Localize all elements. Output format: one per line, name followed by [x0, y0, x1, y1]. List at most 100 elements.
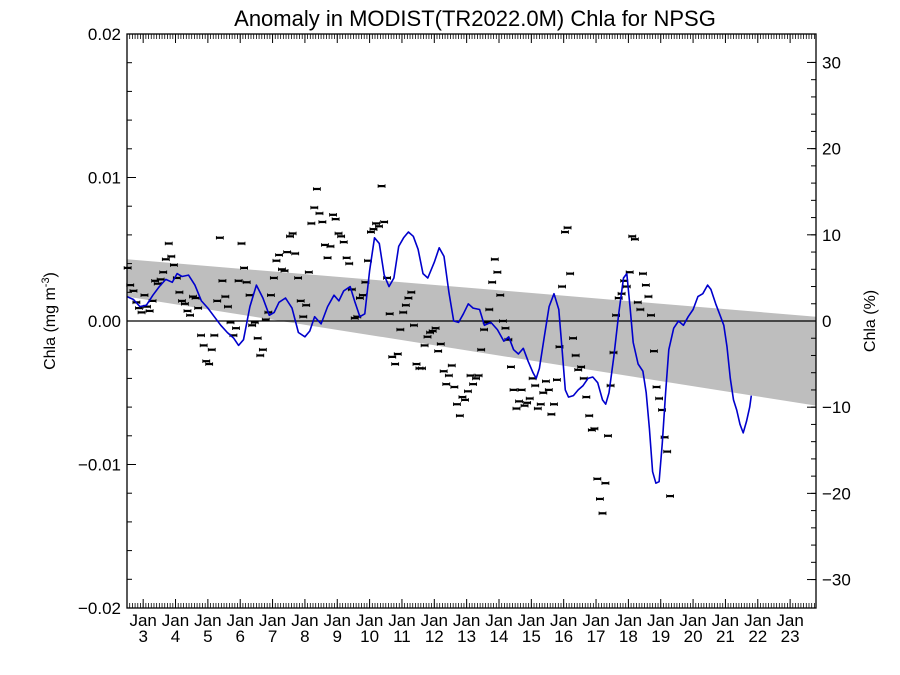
smoothed-line-layer [126, 231, 753, 484]
monthly-data-point [563, 225, 572, 230]
monthly-data-point [145, 309, 154, 313]
x-tick-month-label: Jan [129, 611, 156, 630]
x-tick-month-label: Jan [291, 611, 318, 630]
trend-band [127, 259, 816, 406]
monthly-data-point [423, 334, 432, 339]
x-tick-year-label: 21 [716, 627, 735, 646]
chart-title: Anomaly in MODIST(TR2022.0M) Chla for NP… [234, 6, 716, 31]
monthly-data-point [469, 382, 478, 386]
monthly-data-point [442, 382, 451, 386]
monthly-data-point [577, 365, 586, 369]
x-tick-year-label: 6 [235, 627, 244, 646]
monthly-data-point [604, 434, 612, 438]
monthly-data-point [318, 220, 327, 224]
x-tick-year-label: 15 [522, 627, 541, 646]
y-left-tick-label: 0.02 [88, 25, 121, 44]
monthly-data-point [550, 402, 558, 407]
y-axis-right-label: Chla (%) [862, 290, 879, 352]
monthly-data-point [431, 326, 440, 330]
monthly-data-point [202, 359, 211, 363]
monthly-data-point [334, 231, 343, 236]
monthly-data-point [544, 388, 553, 392]
monthly-data-point [466, 373, 475, 378]
monthly-data-point [593, 477, 602, 481]
monthly-data-point [663, 449, 672, 454]
x-tick-year-label: 18 [619, 627, 638, 646]
x-tick-month-label: Jan [776, 611, 803, 630]
monthly-data-point [170, 263, 178, 267]
monthly-data-point [401, 303, 410, 308]
monthly-data-point [590, 426, 599, 431]
monthly-data-point [213, 299, 222, 303]
x-tick-month-label: Jan [324, 611, 351, 630]
monthly-data-point [175, 290, 184, 295]
monthly-data-point [218, 279, 227, 283]
monthly-data-point [455, 413, 464, 418]
monthly-data-point [647, 313, 655, 318]
monthly-data-point [183, 309, 192, 313]
x-tick-month-label: Jan [194, 611, 221, 630]
monthly-data-point [210, 333, 219, 338]
monthly-data-point [520, 403, 529, 408]
monthly-data-point [326, 244, 335, 249]
x-tick-year-label: 7 [268, 627, 277, 646]
monthly-data-point [307, 221, 316, 226]
x-tick-year-label: 17 [587, 627, 606, 646]
monthly-data-point [369, 227, 378, 231]
x-tick-year-label: 22 [748, 627, 767, 646]
monthly-data-point [310, 205, 319, 210]
monthly-data-point [569, 336, 577, 341]
monthly-data-point [377, 184, 386, 188]
monthly-data-point [639, 271, 647, 276]
y-left-tick-label: 0.00 [88, 312, 121, 331]
x-tick-month-label: Jan [356, 611, 383, 630]
monthly-data-point [215, 235, 224, 240]
monthly-data-point [453, 402, 461, 407]
monthly-data-point [598, 511, 607, 516]
x-tick-month-label: Jan [421, 611, 448, 630]
monthly-data-point [258, 347, 267, 352]
x-tick-month-label: Jan [388, 611, 415, 630]
monthly-data-point [596, 497, 604, 501]
monthly-data-point [523, 400, 532, 405]
x-tick-month-label: Jan [485, 611, 512, 630]
y-right-tick-label: 20 [822, 140, 841, 159]
monthly-data-point [186, 313, 194, 318]
monthly-data-point [372, 221, 380, 226]
monthly-data-point [533, 406, 542, 411]
x-tick-year-label: 16 [554, 627, 573, 646]
monthly-data-point [410, 323, 418, 328]
monthly-data-point [536, 402, 545, 407]
x-tick-year-label: 23 [781, 627, 800, 646]
monthly-data-point [461, 398, 469, 402]
monthly-data-point [161, 257, 170, 262]
monthly-data-point [261, 317, 270, 322]
monthly-data-point [323, 256, 332, 260]
monthly-data-point [234, 279, 243, 283]
monthly-data-point [207, 347, 216, 352]
monthly-data-point [418, 366, 426, 371]
x-tick-year-label: 8 [300, 627, 309, 646]
x-tick-month-label: Jan [518, 611, 545, 630]
monthly-data-point [140, 293, 149, 297]
monthly-data-point [296, 299, 305, 303]
monthly-data-point [490, 257, 499, 262]
monthly-data-point [480, 327, 489, 332]
monthly-data-point [636, 307, 645, 312]
monthly-data-point [641, 283, 650, 287]
y-left-tick-label: −0.02 [78, 599, 121, 618]
monthly-data-point [644, 294, 653, 299]
x-tick-month-label: Jan [582, 611, 609, 630]
monthly-data-point [496, 293, 505, 297]
monthly-data-point [399, 310, 408, 315]
x-tick-year-label: 10 [360, 627, 379, 646]
monthly-data-point [485, 307, 494, 312]
monthly-data-point [434, 349, 443, 353]
monthly-data-point [630, 237, 639, 242]
x-tick-year-label: 13 [457, 627, 476, 646]
monthly-data-point [444, 373, 453, 378]
monthly-data-point [531, 383, 540, 388]
monthly-data-point [622, 284, 631, 289]
monthly-data-point [412, 362, 421, 366]
y-axis-left-label: Chla (mg m-3) [40, 272, 59, 370]
